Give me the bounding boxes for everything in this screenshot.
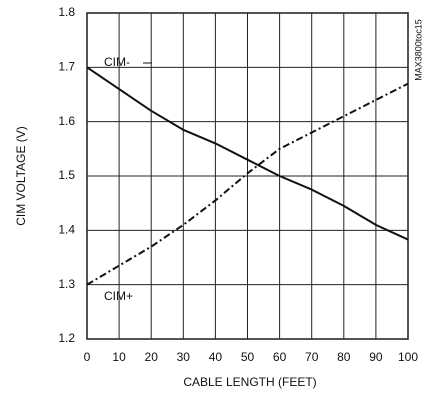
- y-tick-label: 1.2: [58, 331, 75, 345]
- x-tick-label: 80: [337, 350, 351, 364]
- series-line: [86, 82, 409, 286]
- y-tick-label: 1.3: [58, 277, 75, 291]
- series-label: CIM-: [104, 55, 130, 69]
- x-tick-label: 50: [241, 350, 255, 364]
- y-tick-label: 1.4: [58, 223, 75, 237]
- x-tick-label: 20: [145, 350, 159, 364]
- x-tick-label: 100: [398, 350, 418, 364]
- x-tick-label: 60: [273, 350, 287, 364]
- y-tick-label: 1.8: [58, 5, 75, 19]
- figure-code: MAX3800toc15: [413, 19, 423, 81]
- x-tick-label: 90: [369, 350, 383, 364]
- series-line: [86, 66, 409, 241]
- x-tick-label: 70: [305, 350, 319, 364]
- series-label: CIM+: [104, 289, 133, 303]
- y-tick-label: 1.5: [58, 168, 75, 182]
- y-tick-label: 1.6: [58, 114, 75, 128]
- x-tick-label: 40: [209, 350, 223, 364]
- x-axis-label: CABLE LENGTH (FEET): [183, 375, 316, 389]
- y-axis-label: CIM VOLTAGE (V): [14, 126, 28, 226]
- x-tick-label: 10: [112, 350, 126, 364]
- x-tick-label: 0: [84, 350, 91, 364]
- y-tick-label: 1.7: [58, 60, 75, 74]
- x-tick-label: 30: [177, 350, 191, 364]
